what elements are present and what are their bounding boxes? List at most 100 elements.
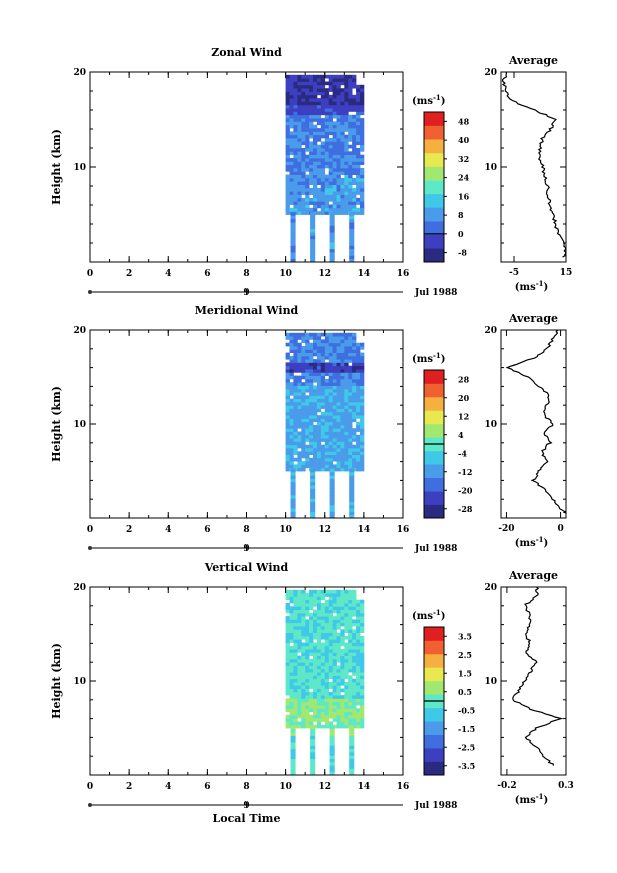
data-cell <box>328 342 333 347</box>
data-cell <box>332 675 337 680</box>
data-cell <box>344 111 349 116</box>
data-cell <box>328 395 333 399</box>
data-cell <box>309 632 314 637</box>
colorbar-tick-label: -3.5 <box>458 761 475 771</box>
data-cell <box>313 698 318 703</box>
data-cell <box>360 626 365 630</box>
data-cell <box>297 444 302 449</box>
data-cell <box>360 635 365 640</box>
data-cell <box>336 431 341 436</box>
data-cell <box>352 711 357 716</box>
data-cell <box>293 177 298 182</box>
data-cell <box>332 121 337 126</box>
data-cell <box>309 362 314 367</box>
data-cell <box>348 94 353 99</box>
data-cell <box>316 395 322 399</box>
data-cell <box>336 197 341 202</box>
data-cell <box>356 177 361 182</box>
data-cell <box>310 255 316 259</box>
data-cell <box>285 395 290 399</box>
data-cell <box>324 461 330 465</box>
data-cell <box>360 645 365 650</box>
data-cell <box>297 177 302 182</box>
data-cell <box>301 349 306 353</box>
data-cell <box>340 88 345 92</box>
data-cell <box>285 154 290 159</box>
data-cell <box>324 111 330 116</box>
data-cell <box>309 108 314 112</box>
colorbar-swatch <box>424 653 444 668</box>
data-cell <box>348 678 353 683</box>
data-cell <box>285 691 290 696</box>
data-cell <box>348 342 353 347</box>
data-cell <box>293 382 298 386</box>
data-cell <box>313 177 318 182</box>
data-cell <box>309 94 314 99</box>
data-cell <box>344 626 349 630</box>
data-cell <box>352 204 357 209</box>
data-cell <box>352 78 357 82</box>
data-cell <box>356 457 361 462</box>
data-cell <box>320 701 326 706</box>
data-cell <box>348 454 353 459</box>
data-cell <box>313 464 318 469</box>
data-cell <box>289 652 294 656</box>
data-cell <box>344 121 349 126</box>
data-cell <box>293 418 298 423</box>
data-cell <box>356 151 361 155</box>
data-cell <box>293 616 298 620</box>
data-cell <box>328 204 333 209</box>
data-cell <box>310 758 316 763</box>
data-cell <box>305 398 310 403</box>
data-cell <box>356 652 361 656</box>
data-cell <box>360 431 365 436</box>
avg-x-tick-label: -0.2 <box>497 781 516 791</box>
data-cell <box>336 645 341 650</box>
data-cell <box>344 464 349 469</box>
data-cell <box>336 194 341 199</box>
data-cell <box>328 118 333 122</box>
data-cell <box>344 392 349 396</box>
data-cell <box>313 392 318 396</box>
data-cell <box>356 369 361 373</box>
data-cell <box>336 418 341 423</box>
data-cell <box>336 461 341 465</box>
data-cell <box>305 207 310 212</box>
data-cell <box>309 342 314 347</box>
data-cell <box>352 603 357 607</box>
data-cell <box>301 395 306 399</box>
data-cell <box>349 725 355 730</box>
data-cell <box>309 721 314 726</box>
data-cell <box>285 632 290 637</box>
data-cell <box>309 151 314 155</box>
data-cell <box>309 144 314 149</box>
data-cell <box>348 652 353 656</box>
data-cell <box>297 701 302 706</box>
data-cell <box>332 181 337 185</box>
data-cell <box>340 158 345 162</box>
data-cell <box>305 336 310 340</box>
data-cell <box>297 158 302 162</box>
data-cell <box>324 382 330 386</box>
data-cell <box>352 171 357 175</box>
data-cell <box>309 616 314 620</box>
data-cell <box>313 78 318 82</box>
data-cell <box>332 467 337 472</box>
data-cell <box>344 94 349 99</box>
data-cell <box>289 398 294 403</box>
data-cell <box>313 695 318 699</box>
data-cell <box>316 457 322 462</box>
data-cell <box>348 375 353 380</box>
data-cell <box>320 464 326 469</box>
data-cell <box>336 626 341 630</box>
data-cell <box>332 187 337 192</box>
data-cell <box>293 649 298 653</box>
data-cell <box>340 197 345 202</box>
data-cell <box>352 599 357 604</box>
data-cell <box>328 421 333 426</box>
colorbar-tick-label: 12 <box>458 411 469 421</box>
data-cell <box>316 688 322 693</box>
data-cell <box>285 658 290 663</box>
data-cell <box>336 672 341 676</box>
